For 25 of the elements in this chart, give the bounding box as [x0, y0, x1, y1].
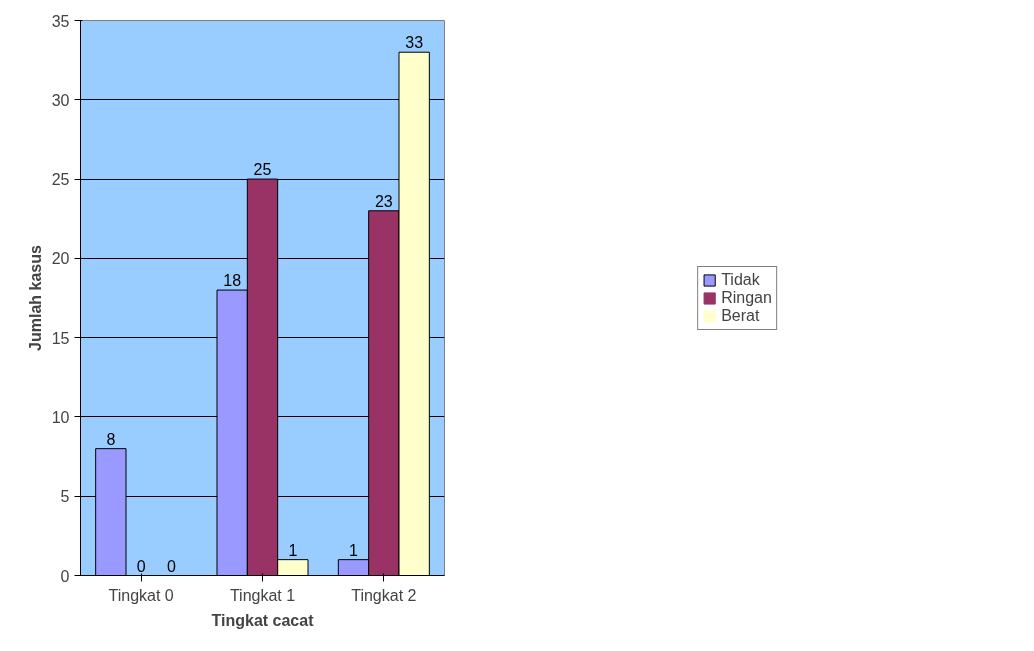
- y-tick-label: 0: [60, 567, 70, 585]
- x-tick-label: Tingkat 0: [108, 586, 174, 604]
- x-tick-label: Tingkat 2: [351, 586, 417, 604]
- legend-label: Berat: [721, 306, 760, 325]
- x-axis-title: Tingkat cacat: [211, 611, 315, 629]
- data-label: 1: [349, 541, 359, 559]
- y-axis-title: Jumlah kasus: [26, 244, 44, 351]
- legend-label: Ringan: [721, 288, 772, 307]
- data-label: 25: [253, 161, 272, 179]
- data-label: 8: [106, 430, 116, 448]
- y-tick-label: 5: [60, 488, 70, 506]
- data-label: 1: [288, 541, 298, 559]
- data-label: 0: [167, 557, 177, 575]
- y-tick-label: 25: [51, 171, 70, 189]
- y-tick-label: 20: [51, 250, 70, 268]
- x-tick-label: Tingkat 1: [229, 586, 296, 604]
- legend-label: Tidak: [721, 270, 760, 289]
- data-label: 23: [374, 192, 393, 210]
- data-label: 0: [136, 557, 146, 575]
- data-label: 18: [223, 272, 242, 290]
- y-tick-label: 35: [51, 12, 70, 30]
- data-label: 33: [405, 34, 424, 52]
- y-tick-label: 15: [51, 329, 70, 347]
- y-tick-label: 30: [51, 91, 70, 109]
- y-tick-label: 10: [51, 408, 70, 426]
